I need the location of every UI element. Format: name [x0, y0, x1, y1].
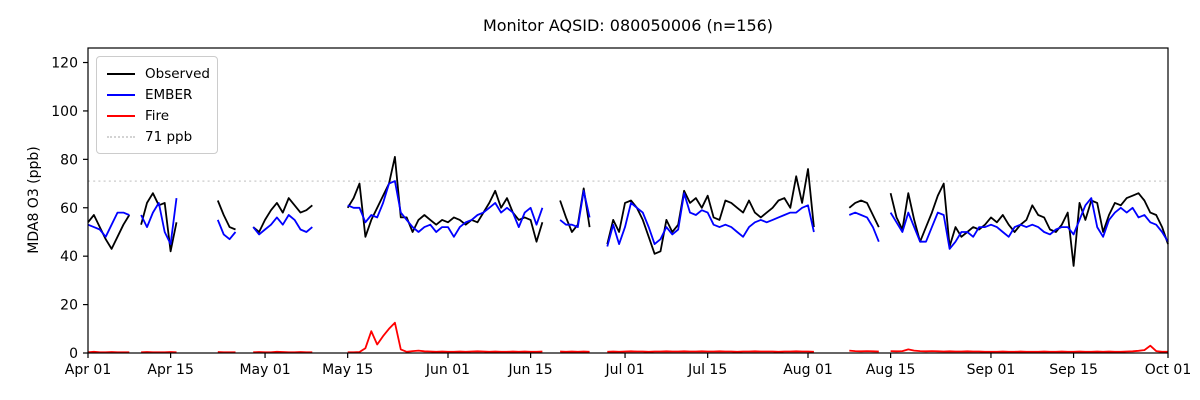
legend-item-71ppb: 71 ppb	[107, 126, 207, 147]
x-tick-label: Apr 15	[147, 362, 193, 378]
x-tick-label: Sep 15	[1049, 362, 1098, 378]
ember-line-swatch	[107, 93, 135, 96]
axes-layer	[87, 47, 1169, 354]
x-tick-label: Aug 15	[866, 362, 916, 378]
x-tick-label: Jun 15	[508, 362, 553, 378]
legend-label-71ppb: 71 ppb	[145, 128, 193, 145]
y-tick-label: 20	[60, 298, 78, 314]
x-tick-label: Aug 01	[783, 362, 833, 378]
x-tick-label: Oct 01	[1145, 362, 1191, 378]
y-tick-label: 80	[60, 152, 78, 168]
y-tick-label: 100	[51, 104, 78, 120]
legend-label-observed: Observed	[145, 65, 210, 82]
ref-line-swatch	[107, 135, 135, 138]
y-tick-label: 60	[60, 201, 78, 217]
series-layer	[87, 156, 1169, 354]
legend-item-observed: Observed	[107, 63, 210, 84]
series-line-ember	[87, 180, 1169, 250]
legend-item-fire: Fire	[107, 105, 207, 126]
legend-label-fire: Fire	[145, 107, 170, 124]
series-line-fire	[87, 321, 1168, 354]
x-tick-label: Sep 01	[967, 362, 1016, 378]
y-axis-ticks: 0 20 40 60 80 100 120	[51, 56, 88, 362]
x-tick-label: Jul 15	[687, 362, 727, 378]
y-axis-label: MDA8 O3 (ppb)	[26, 146, 42, 254]
x-tick-label: May 01	[239, 362, 290, 378]
observed-line-swatch	[107, 72, 135, 75]
x-tick-label: Jun 01	[425, 362, 470, 378]
chart-title: Monitor AQSID: 080050006 (n=156)	[483, 16, 773, 35]
y-tick-label: 0	[69, 346, 78, 362]
fire-line-swatch	[107, 114, 135, 117]
legend: Observed EMBER Fire 71 ppb	[96, 56, 218, 154]
y-tick-label: 120	[51, 56, 78, 72]
legend-label-ember: EMBER	[145, 86, 193, 103]
x-tick-label: Jul 01	[604, 362, 644, 378]
plot-border	[87, 47, 1169, 354]
y-tick-label: 40	[60, 249, 78, 265]
x-tick-label: Apr 01	[65, 362, 111, 378]
x-tick-label: May 15	[322, 362, 373, 378]
legend-item-ember: EMBER	[107, 84, 207, 105]
x-axis-ticks: Apr 01 Apr 15 May 01 May 15 Jun 01 Jun 15 Jul …	[65, 353, 1191, 378]
